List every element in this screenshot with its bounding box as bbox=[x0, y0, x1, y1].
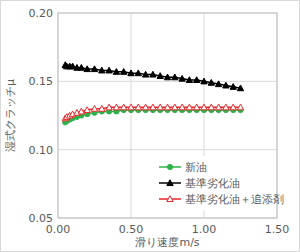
series-marker bbox=[150, 104, 156, 110]
series-marker bbox=[164, 74, 170, 80]
series-marker bbox=[135, 104, 141, 110]
series-marker bbox=[201, 104, 207, 110]
x-tick-label: 0.00 bbox=[46, 223, 71, 236]
series-marker bbox=[172, 104, 178, 110]
series-marker bbox=[157, 104, 163, 110]
series-marker bbox=[230, 104, 236, 110]
series-marker bbox=[208, 104, 214, 110]
y-grid bbox=[58, 149, 277, 150]
series-marker bbox=[121, 69, 127, 75]
series-marker bbox=[237, 104, 243, 110]
series-marker bbox=[186, 104, 192, 110]
legend-label: 新油 bbox=[185, 161, 207, 174]
x-tick-label: 1.00 bbox=[192, 223, 217, 236]
plot-frame bbox=[58, 13, 277, 218]
plot-data bbox=[62, 62, 244, 125]
series-marker bbox=[215, 104, 221, 110]
series-marker bbox=[135, 70, 141, 76]
series-marker bbox=[78, 64, 84, 70]
series-marker bbox=[113, 104, 119, 110]
series-marker bbox=[121, 104, 127, 110]
series-marker bbox=[150, 71, 156, 77]
y-grid bbox=[58, 81, 277, 82]
series-marker bbox=[223, 104, 229, 110]
series-marker bbox=[179, 104, 185, 110]
series-marker bbox=[99, 105, 105, 111]
series-marker bbox=[128, 104, 134, 110]
series-line bbox=[65, 65, 240, 88]
series-marker bbox=[78, 108, 84, 114]
series-marker bbox=[106, 67, 112, 73]
x-axis-title: 滑り速度m/s bbox=[135, 236, 199, 249]
series-marker bbox=[157, 73, 163, 79]
legend-label: 基準劣化油 bbox=[185, 177, 240, 190]
series-marker bbox=[142, 71, 148, 77]
series-marker bbox=[113, 69, 119, 75]
series-marker bbox=[164, 104, 170, 110]
series-marker bbox=[230, 84, 236, 90]
chart: 0.050.100.150.200.000.501.001.50滑り速度m/s湿… bbox=[0, 0, 300, 252]
x-tick-label: 0.50 bbox=[119, 223, 144, 236]
series-marker bbox=[194, 77, 200, 83]
series-marker bbox=[237, 85, 243, 91]
series-marker bbox=[215, 81, 221, 87]
x-grid bbox=[131, 13, 132, 218]
y-axis-title: 湿式クラッチμ bbox=[4, 79, 17, 152]
y-tick-label: 0.20 bbox=[29, 7, 54, 20]
legend-label: 基準劣化油＋追添剤 bbox=[185, 193, 284, 206]
series-marker bbox=[84, 66, 90, 72]
series-marker bbox=[172, 74, 178, 80]
legend-marker bbox=[167, 164, 172, 169]
series-marker bbox=[201, 78, 207, 84]
series-marker bbox=[223, 82, 229, 88]
series-marker bbox=[91, 66, 97, 72]
series-marker bbox=[99, 67, 105, 73]
series-marker bbox=[142, 104, 148, 110]
series-marker bbox=[208, 80, 214, 86]
series-marker bbox=[186, 77, 192, 83]
series-marker bbox=[106, 104, 112, 110]
series-marker bbox=[91, 105, 97, 111]
legend: 新油基準劣化油基準劣化油＋追添剤 bbox=[155, 156, 284, 210]
series-marker bbox=[194, 104, 200, 110]
y-tick-label: 0.10 bbox=[29, 144, 54, 157]
y-tick-label: 0.15 bbox=[29, 75, 54, 88]
series-marker bbox=[179, 75, 185, 81]
x-tick-label: 1.50 bbox=[265, 223, 290, 236]
legend-marker bbox=[167, 196, 173, 202]
series-marker bbox=[84, 107, 90, 113]
legend-marker bbox=[167, 180, 173, 186]
series-marker bbox=[128, 70, 134, 76]
chart-border bbox=[1, 1, 300, 252]
